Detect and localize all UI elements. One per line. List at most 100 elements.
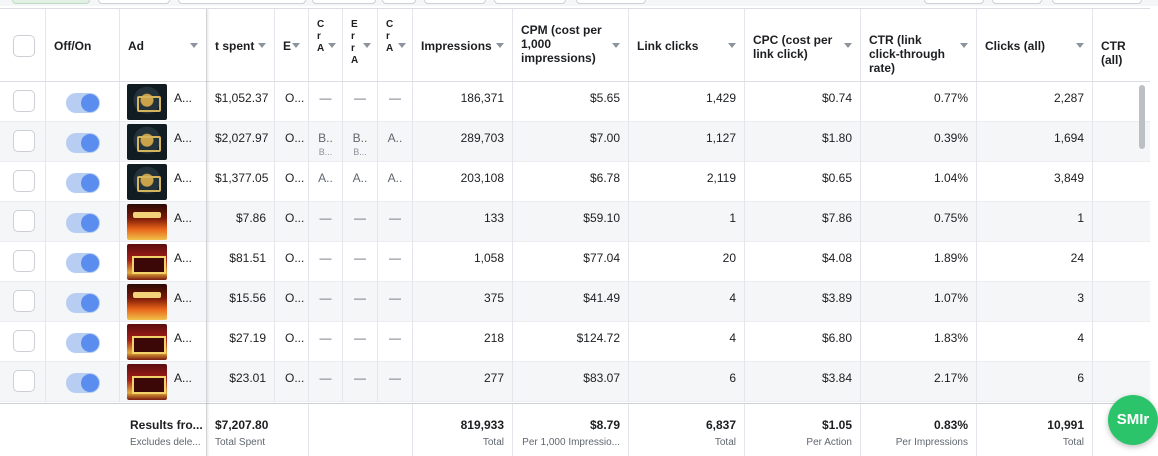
ad-name[interactable]: A... xyxy=(174,331,193,345)
table-row[interactable]: A... $7.86 O... — — — 133 $59.10 1 $7.86 0.75% 1 xyxy=(0,202,1150,242)
header-ctr-all[interactable]: CTR (all) xyxy=(1093,9,1150,81)
toggle-switch-icon[interactable] xyxy=(66,373,100,393)
toolbar-button-ab-test[interactable] xyxy=(312,0,376,4)
ctr-all-cell xyxy=(1093,322,1150,362)
header-cpm[interactable]: CPM (cost per 1,000 impressions) xyxy=(513,9,629,81)
row-checkbox[interactable] xyxy=(13,250,35,272)
ad-thumbnail[interactable] xyxy=(127,204,167,240)
toggle-switch-icon[interactable] xyxy=(66,333,100,353)
toggle-switch-icon[interactable] xyxy=(66,253,100,273)
ad-name[interactable]: A... xyxy=(174,251,193,265)
chevron-down-icon[interactable] xyxy=(398,43,406,48)
vertical-scrollbar[interactable] xyxy=(1139,85,1145,149)
chevron-down-icon[interactable] xyxy=(844,43,852,48)
toggle-switch-icon[interactable] xyxy=(66,173,100,193)
col-a-cell-value: — xyxy=(319,371,332,385)
row-checkbox[interactable] xyxy=(13,370,35,392)
select-all-checkbox[interactable] xyxy=(13,35,35,57)
toolbar-button-redo[interactable] xyxy=(494,0,566,4)
ad-thumbnail[interactable] xyxy=(127,364,167,400)
ad-cell[interactable]: A... xyxy=(120,322,207,362)
toolbar-button-duplicate[interactable] xyxy=(98,0,170,4)
chevron-down-icon[interactable] xyxy=(612,43,620,48)
chevron-down-icon[interactable] xyxy=(258,43,266,48)
ad-name[interactable]: A... xyxy=(174,291,193,305)
table-row[interactable]: A... $27.19 O... — — — 218 $124.72 4 $6.80 1.83% 4 xyxy=(0,322,1150,362)
header-col-b[interactable]: E xyxy=(275,9,309,81)
header-col-a[interactable]: C r A xyxy=(309,9,343,81)
header-clicks-all[interactable]: Clicks (all) xyxy=(977,9,1093,81)
header-col-c[interactable]: C r A xyxy=(378,9,413,81)
table-row[interactable]: A... $1,052.37 O... — — — 186,371 $5.65 1,429 $0.… xyxy=(0,82,1150,122)
ad-name[interactable]: A... xyxy=(174,171,193,185)
chevron-down-icon[interactable] xyxy=(292,43,300,48)
chevron-down-icon[interactable] xyxy=(496,43,504,48)
toggle-switch-icon[interactable] xyxy=(66,213,100,233)
footer-impressions: 819,933 Total xyxy=(413,404,513,456)
ad-name[interactable]: A... xyxy=(174,131,193,145)
ad-cell[interactable]: A... xyxy=(120,162,207,202)
col-a-cell: — xyxy=(309,362,343,402)
header-ctr[interactable]: CTR (link click-through rate) xyxy=(861,9,977,81)
table-row[interactable]: A... $81.51 O... — — — 1,058 $77.04 20 $4.08 1.89%… xyxy=(0,242,1150,282)
clicks-all-cell-value: 24 xyxy=(1070,251,1084,265)
ad-thumbnail[interactable] xyxy=(127,124,167,160)
toolbar-button-reports[interactable] xyxy=(1052,0,1142,4)
header-ad[interactable]: Ad xyxy=(120,9,207,81)
toolbar-button-columns[interactable] xyxy=(924,0,984,4)
ad-cell[interactable]: A... xyxy=(120,362,207,402)
ad-cell[interactable]: A... xyxy=(120,202,207,242)
header-impressions[interactable]: Impressions xyxy=(413,9,513,81)
ad-name[interactable]: A... xyxy=(174,211,193,225)
row-checkbox[interactable] xyxy=(13,210,35,232)
toggle-knob xyxy=(81,334,99,352)
col-b-cell: — xyxy=(343,362,378,402)
header-amount-spent[interactable]: t spent xyxy=(207,9,275,81)
chevron-down-icon[interactable] xyxy=(1076,43,1084,48)
ad-cell[interactable]: A... xyxy=(120,82,207,122)
toolbar-button-undo[interactable] xyxy=(424,0,486,4)
chevron-down-icon[interactable] xyxy=(363,43,371,48)
row-checkbox[interactable] xyxy=(13,130,35,152)
ctr-cell: 1.83% xyxy=(861,322,977,362)
ad-name[interactable]: A... xyxy=(174,91,193,105)
ad-thumbnail[interactable] xyxy=(127,164,167,200)
chevron-down-icon[interactable] xyxy=(728,43,736,48)
toggle-switch-icon[interactable] xyxy=(66,133,100,153)
row-checkbox[interactable] xyxy=(13,290,35,312)
table-header: Off/On Ad t spent E C r A E r r A C r A … xyxy=(0,9,1150,82)
ad-name[interactable]: A... xyxy=(174,371,193,385)
toggle-switch-icon[interactable] xyxy=(66,93,100,113)
smir-chat-widget[interactable]: SMIr xyxy=(1108,395,1158,445)
toggle-switch-icon[interactable] xyxy=(66,293,100,313)
link-clicks-cell: 2,119 xyxy=(629,162,745,202)
toolbar-button-edit[interactable] xyxy=(178,0,306,4)
toolbar-button-rules[interactable] xyxy=(576,0,646,4)
table-row[interactable]: A... $2,027.97 O... B.. B... B.. B... A.. 289,70… xyxy=(0,122,1150,162)
header-off-on[interactable]: Off/On xyxy=(46,9,120,81)
create-button[interactable] xyxy=(12,0,90,4)
ad-thumbnail[interactable] xyxy=(127,244,167,280)
ad-cell[interactable]: A... xyxy=(120,282,207,322)
delivery-cell: O... xyxy=(275,282,309,322)
header-cpc[interactable]: CPC (cost per link click) xyxy=(745,9,861,81)
ad-thumbnail[interactable] xyxy=(127,324,167,360)
table-row[interactable]: A... $15.56 O... — — — 375 $41.49 4 $3.89 1.07% 3 xyxy=(0,282,1150,322)
chevron-down-icon[interactable] xyxy=(960,43,968,48)
table-row[interactable]: A... $1,377.05 O... A.. A.. A.. 203,108 $6.78 2,… xyxy=(0,162,1150,202)
ad-thumbnail[interactable] xyxy=(127,84,167,120)
toolbar-button-delete[interactable] xyxy=(382,0,416,4)
row-checkbox[interactable] xyxy=(13,90,35,112)
toolbar-button-breakdown[interactable] xyxy=(992,0,1042,4)
header-link-clicks[interactable]: Link clicks xyxy=(629,9,745,81)
ad-thumbnail[interactable] xyxy=(127,284,167,320)
ad-cell[interactable]: A... xyxy=(120,122,207,162)
impressions-cell-value: 277 xyxy=(483,371,504,385)
row-checkbox[interactable] xyxy=(13,170,35,192)
row-checkbox[interactable] xyxy=(13,330,35,352)
ad-cell[interactable]: A... xyxy=(120,242,207,282)
chevron-down-icon[interactable] xyxy=(328,43,336,48)
header-col-b2[interactable]: E r r A xyxy=(343,9,378,81)
table-row[interactable]: A... $23.01 O... — — — 277 $83.07 6 $3.84 2.17% 6 xyxy=(0,362,1150,402)
chevron-down-icon[interactable] xyxy=(190,43,198,48)
